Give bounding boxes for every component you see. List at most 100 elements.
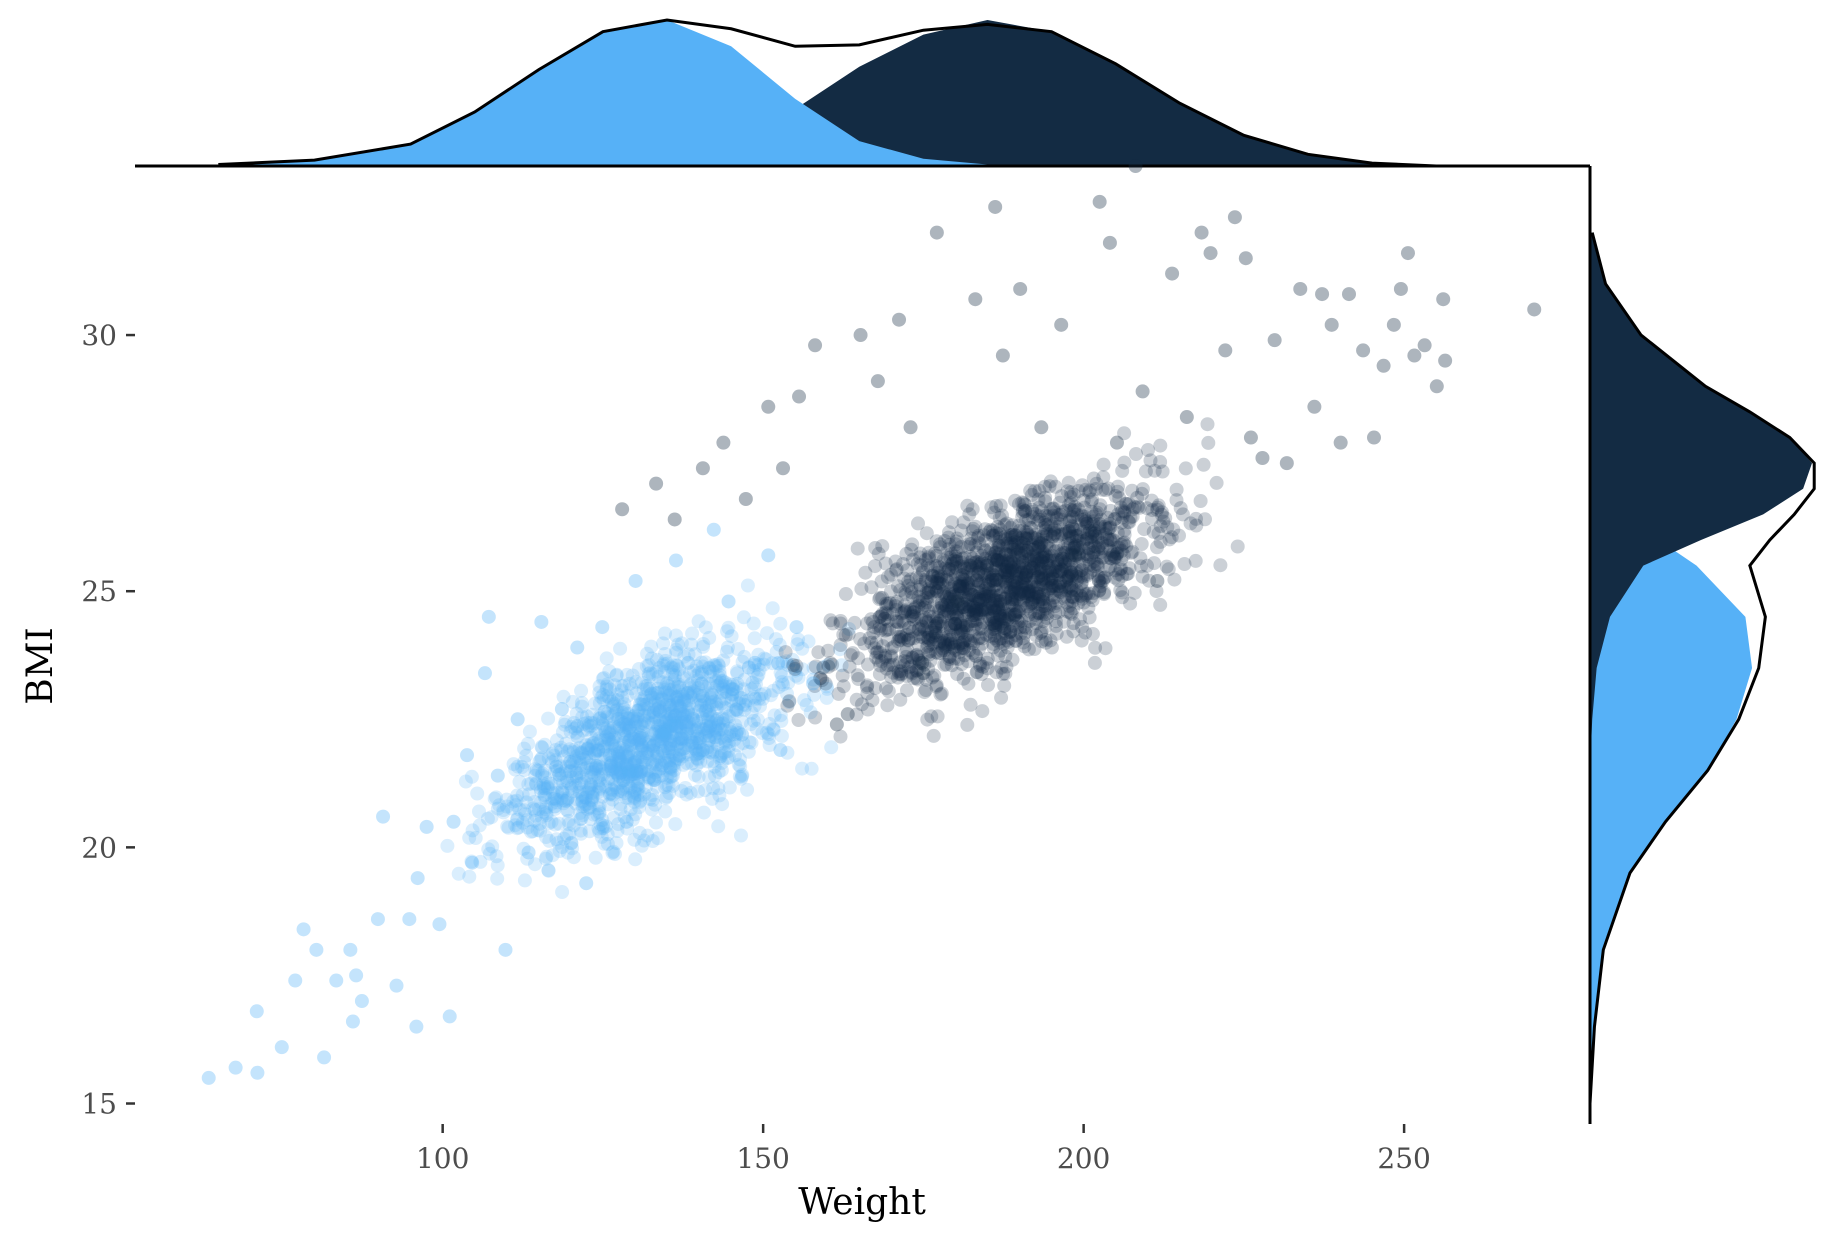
scatter-point-light <box>607 739 622 754</box>
scatter-point-light <box>713 749 728 764</box>
scatter-point-light <box>624 681 639 696</box>
scatter-point-light <box>627 791 642 806</box>
scatter-point-light <box>687 717 702 731</box>
scatter-point-light <box>593 817 608 832</box>
scatter-point-light <box>664 709 679 724</box>
scatter-point-light <box>655 692 670 707</box>
scatter-point-light <box>609 762 624 777</box>
scatter-point-light <box>688 768 702 782</box>
scatter-point-dark <box>1039 526 1054 541</box>
scatter-point-light <box>595 813 610 827</box>
scatter-point-light <box>755 691 770 706</box>
scatter-point-light <box>697 722 712 737</box>
scatter-point-dark <box>1063 605 1078 620</box>
scatter-point-dark <box>992 607 1007 622</box>
scatter-point-light <box>687 678 702 693</box>
scatter-point-light <box>714 746 729 761</box>
scatter-point-light <box>691 720 706 735</box>
scatter-point-light <box>596 748 611 763</box>
scatter-point-light <box>484 810 499 825</box>
scatter-point-light <box>642 735 657 750</box>
scatter-point-light <box>701 733 716 748</box>
scatter-point-light <box>721 750 736 765</box>
scatter-point-light <box>760 626 775 641</box>
scatter-point-light <box>540 781 555 796</box>
scatter-point-light <box>683 688 698 703</box>
scatter-point-light <box>534 614 549 629</box>
scatter-point-light <box>658 804 673 819</box>
scatter-point-light <box>730 666 745 681</box>
scatter-point-light <box>625 767 640 782</box>
scatter-point-dark <box>1019 543 1034 558</box>
scatter-point-dark <box>1165 266 1180 281</box>
scatter-point-light <box>627 832 642 847</box>
scatter-point-light <box>685 735 700 750</box>
scatter-point-light <box>703 719 718 734</box>
scatter-point-light <box>585 790 600 805</box>
scatter-point-light <box>681 702 696 716</box>
scatter-point-light <box>674 709 688 724</box>
scatter-point-light <box>670 679 685 694</box>
scatter-point-light <box>660 686 675 701</box>
scatter-point-light <box>662 712 677 727</box>
scatter-point-light <box>661 778 676 793</box>
scatter-point-light <box>640 646 655 661</box>
scatter-point-light <box>612 719 627 734</box>
scatter-point-light <box>572 785 587 800</box>
scatter-point-dark <box>984 589 999 604</box>
scatter-point-light <box>707 759 722 774</box>
scatter-point-light <box>586 716 601 731</box>
scatter-point-light <box>586 736 601 751</box>
scatter-point-light <box>663 736 678 751</box>
scatter-point-light <box>607 678 622 693</box>
scatter-point-light <box>640 746 654 761</box>
scatter-point-light <box>722 738 737 753</box>
scatter-point-light <box>600 729 615 743</box>
scatter-point-dark <box>1429 379 1444 394</box>
scatter-point-dark <box>1096 470 1111 485</box>
scatter-point-light <box>666 768 680 783</box>
scatter-point-light <box>510 811 525 826</box>
scatter-point-light <box>650 734 665 749</box>
scatter-point-light <box>228 1060 243 1075</box>
scatter-point-light <box>548 764 562 779</box>
scatter-point-light <box>771 656 785 670</box>
scatter-point-dark <box>1055 551 1070 566</box>
scatter-point-light <box>614 683 629 698</box>
scatter-point-light <box>717 700 732 715</box>
scatter-point-dark <box>1070 533 1084 548</box>
scatter-point-light <box>521 845 536 860</box>
scatter-point-light <box>582 750 597 765</box>
scatter-point-light <box>695 667 709 682</box>
scatter-point-light <box>667 716 681 731</box>
scatter-point-light <box>744 705 759 720</box>
scatter-point-dark <box>988 615 1002 630</box>
scatter-point-light <box>606 810 621 825</box>
scatter-point-light <box>700 740 715 755</box>
scatter-point-light <box>691 746 706 761</box>
scatter-point-light <box>608 707 623 721</box>
scatter-point-light <box>575 794 590 809</box>
scatter-point-light <box>706 781 721 796</box>
scatter-point-dark <box>916 666 931 681</box>
scatter-point-dark <box>1005 528 1020 543</box>
scatter-point-light <box>637 697 652 712</box>
scatter-point-light <box>680 708 695 723</box>
scatter-point-light <box>521 777 536 792</box>
scatter-point-light <box>621 748 636 763</box>
scatter-point-light <box>631 703 646 717</box>
scatter-point-light <box>729 727 744 742</box>
scatter-point-light <box>703 718 718 733</box>
scatter-point-light <box>559 802 574 817</box>
scatter-point-light <box>480 811 495 826</box>
scatter-point-light <box>606 734 621 749</box>
scatter-point-light <box>592 731 607 746</box>
scatter-point-light <box>608 741 623 756</box>
scatter-point-light <box>666 748 681 763</box>
scatter-point-light <box>795 641 810 656</box>
scatter-point-light <box>662 688 677 703</box>
scatter-point-light <box>779 654 794 669</box>
scatter-point-light <box>677 709 692 723</box>
scatter-point-dark <box>984 564 999 579</box>
scatter-point-light <box>553 740 568 755</box>
